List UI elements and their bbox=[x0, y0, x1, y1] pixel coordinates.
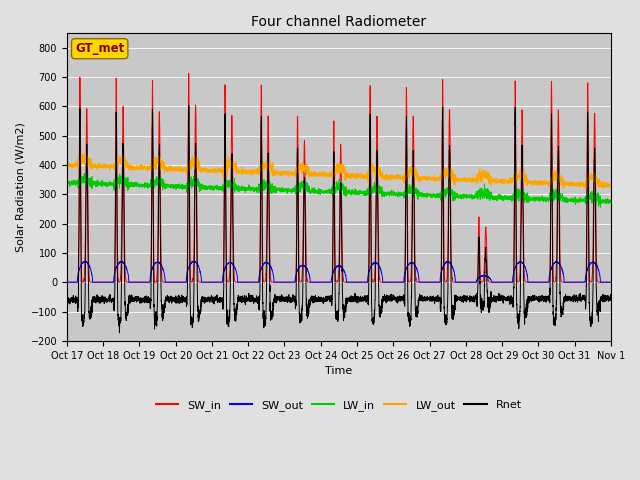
LW_out bbox=[492, 180, 499, 185]
SW_in bbox=[161, 279, 168, 285]
Legend: SW_in, SW_out, LW_in, LW_out, Rnet: SW_in, SW_out, LW_in, LW_out, Rnet bbox=[152, 396, 526, 415]
Line: LW_out: LW_out bbox=[67, 153, 611, 189]
SW_out bbox=[607, 279, 614, 285]
SW_in bbox=[319, 279, 326, 285]
SW_in bbox=[492, 279, 499, 285]
LW_out bbox=[461, 178, 468, 183]
Rnet bbox=[607, 293, 614, 299]
LW_in bbox=[492, 193, 499, 199]
Rnet bbox=[319, 296, 326, 301]
LW_in bbox=[461, 193, 468, 199]
LW_in bbox=[431, 193, 438, 199]
SW_in bbox=[607, 279, 614, 285]
LW_out bbox=[81, 150, 89, 156]
LW_in bbox=[607, 198, 614, 204]
Rnet bbox=[116, 330, 124, 336]
Rnet bbox=[63, 296, 71, 301]
Line: SW_out: SW_out bbox=[67, 261, 611, 282]
LW_out bbox=[63, 162, 71, 168]
SW_in bbox=[63, 279, 71, 285]
LW_out bbox=[319, 172, 326, 178]
LW_in bbox=[607, 200, 614, 206]
Rnet bbox=[492, 293, 500, 299]
LW_out bbox=[431, 175, 438, 180]
Line: LW_in: LW_in bbox=[67, 173, 611, 207]
SW_in bbox=[607, 279, 614, 285]
LW_in bbox=[63, 179, 71, 184]
Line: SW_in: SW_in bbox=[67, 73, 611, 282]
SW_in bbox=[185, 71, 193, 76]
LW_out bbox=[607, 184, 614, 190]
SW_out bbox=[319, 279, 326, 285]
SW_out bbox=[607, 279, 614, 285]
Rnet bbox=[607, 295, 614, 300]
SW_in bbox=[431, 279, 438, 285]
Rnet bbox=[431, 295, 438, 300]
X-axis label: Time: Time bbox=[325, 366, 353, 376]
Rnet bbox=[161, 300, 168, 306]
Title: Four channel Radiometer: Four channel Radiometer bbox=[252, 15, 426, 29]
SW_in bbox=[461, 279, 468, 285]
LW_out bbox=[161, 166, 168, 171]
LW_in bbox=[161, 181, 168, 187]
SW_out bbox=[161, 274, 168, 279]
SW_out bbox=[461, 279, 468, 285]
SW_out bbox=[431, 279, 438, 285]
Rnet bbox=[185, 103, 193, 108]
SW_out bbox=[191, 258, 198, 264]
SW_out bbox=[63, 279, 71, 285]
Y-axis label: Solar Radiation (W/m2): Solar Radiation (W/m2) bbox=[15, 122, 25, 252]
Rnet bbox=[461, 294, 468, 300]
LW_in bbox=[319, 189, 326, 194]
LW_out bbox=[607, 184, 614, 190]
SW_out bbox=[492, 279, 499, 285]
LW_in bbox=[84, 170, 92, 176]
Text: GT_met: GT_met bbox=[75, 42, 124, 55]
LW_out bbox=[582, 186, 589, 192]
Line: Rnet: Rnet bbox=[67, 106, 611, 333]
LW_in bbox=[596, 204, 604, 210]
